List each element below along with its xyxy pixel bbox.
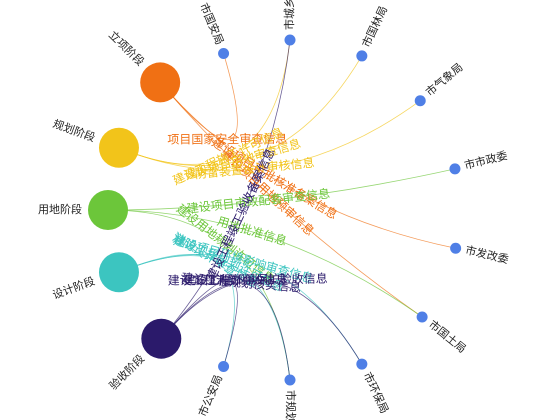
edge-label: 建设工程消防验收信息 (168, 272, 288, 288)
edge-label: 建设工程环境保护验收信息 (184, 271, 328, 288)
edge (161, 280, 238, 367)
department-node (450, 242, 462, 254)
stage-label: 用地阶段 (38, 202, 82, 216)
department-label: 市国安局 (197, 1, 227, 47)
edge (107, 209, 423, 318)
layer: 项目国家安全审查信息建设项目审批核准备案信息建设项目用地预审信息建设工程施工许可… (167, 124, 340, 295)
department-node (284, 374, 296, 386)
department-node (284, 34, 296, 46)
edge (118, 55, 363, 167)
edge (159, 82, 456, 249)
department-node (414, 95, 426, 107)
stage-label: 设计阶段 (50, 274, 96, 302)
department-node (356, 358, 368, 370)
edge (118, 100, 421, 171)
department-node (356, 50, 368, 62)
stage-label: 验收阶段 (106, 351, 147, 392)
stage-node (98, 252, 139, 293)
edge (161, 282, 291, 381)
stage-label: 立项阶段 (106, 28, 147, 69)
stage-node (141, 318, 182, 359)
stage-node (98, 127, 139, 168)
department-label: 市国土局 (426, 317, 469, 356)
edge (159, 82, 423, 318)
edge-label: 项目国家安全审查信息 (167, 131, 287, 147)
edge (161, 39, 291, 339)
edge (107, 168, 456, 211)
layer (107, 39, 456, 381)
edge (161, 279, 363, 365)
department-node (218, 48, 230, 60)
department-label: 市规划局 (284, 390, 298, 420)
department-label: 市国林局 (359, 4, 390, 50)
stage-node (88, 190, 128, 230)
department-label: 市市政委 (463, 148, 509, 172)
department-label: 市发改委 (464, 243, 510, 267)
edge (118, 255, 291, 381)
department-node (449, 163, 461, 175)
department-label: 市城乡建委 (282, 0, 296, 30)
department-label: 市公安局 (195, 373, 225, 419)
department-label: 市气象局 (423, 60, 466, 99)
stage-label: 规划阶段 (51, 116, 97, 144)
department-label: 市环保局 (361, 370, 392, 416)
stage-node (140, 62, 181, 103)
department-node (416, 311, 428, 323)
department-node (218, 360, 230, 372)
